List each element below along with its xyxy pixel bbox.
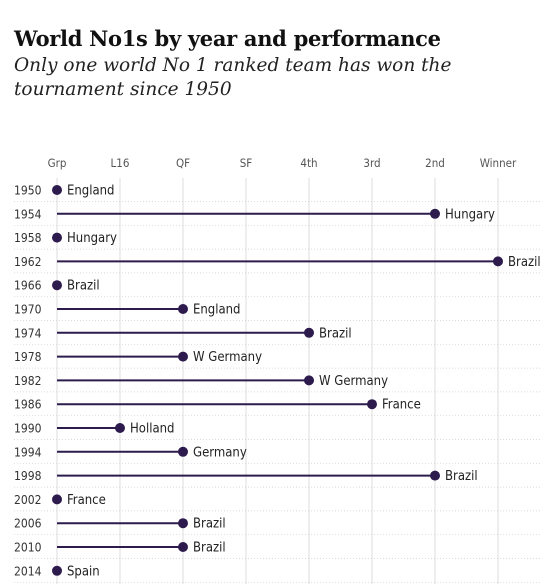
stage-tick-label: 2nd	[425, 156, 445, 170]
year-label: 1950	[14, 184, 42, 198]
lollipop-dot	[430, 208, 440, 219]
team-label: England	[193, 303, 241, 318]
stage-tick-label: Grp	[48, 156, 67, 170]
year-label: 1998	[14, 469, 42, 483]
year-label: 2006	[14, 517, 42, 531]
year-label: 1958	[14, 231, 42, 245]
chart-title: World No1s by year and performance	[14, 26, 441, 51]
stage-tick-label: QF	[176, 156, 190, 170]
team-label: Brazil	[445, 469, 478, 484]
lollipop-dot	[367, 399, 377, 410]
lollipop-dot	[304, 375, 314, 386]
team-label: Brazil	[508, 255, 541, 270]
team-label: Spain	[67, 564, 100, 579]
team-label: Hungary	[445, 207, 495, 222]
team-label: Germany	[193, 445, 247, 460]
stage-tick-label: 3rd	[363, 156, 380, 170]
team-label: Holland	[130, 422, 174, 437]
team-label: England	[67, 184, 115, 199]
lollipop-dot	[52, 494, 62, 505]
team-label: Brazil	[67, 279, 100, 294]
lollipop-dot	[52, 280, 62, 291]
year-label: 2014	[14, 564, 42, 578]
lollipop-dot	[178, 446, 188, 457]
team-label: W Germany	[193, 350, 262, 365]
lollipop-dot	[178, 351, 188, 362]
year-label: 1986	[14, 398, 42, 412]
year-label: 1994	[14, 445, 42, 459]
stage-tick-label: SF	[240, 156, 253, 170]
lollipop-dot	[178, 542, 188, 552]
year-label: 1966	[14, 279, 42, 293]
team-label: Brazil	[193, 517, 226, 532]
lollipop-dot	[178, 518, 188, 529]
year-label: 1974	[14, 326, 42, 340]
lollipop-dot	[52, 565, 62, 576]
team-label: Brazil	[193, 541, 226, 556]
team-label: Brazil	[319, 326, 352, 341]
lollipop-dot	[115, 423, 125, 433]
year-label: 1970	[14, 303, 42, 317]
year-label: 1982	[14, 374, 41, 388]
lollipop-dot	[304, 327, 314, 338]
lollipop-dot	[430, 470, 440, 481]
team-label: France	[382, 398, 421, 413]
chart-subtitle: Only one world No 1 ranked team has won …	[14, 55, 452, 100]
year-label: 2010	[14, 541, 42, 555]
stage-tick-label: Winner	[480, 156, 517, 170]
stage-tick-label: 4th	[300, 156, 317, 170]
team-label: W Germany	[319, 374, 388, 389]
lollipop-dot	[178, 304, 188, 314]
year-label: 1978	[14, 350, 42, 364]
year-label: 1954	[14, 207, 42, 221]
lollipop-dot	[52, 232, 62, 243]
year-label: 1990	[14, 422, 42, 436]
year-label: 2002	[14, 493, 41, 507]
lollipop-dot	[493, 256, 503, 267]
stage-tick-label: L16	[111, 156, 130, 170]
lollipop-dot	[52, 185, 62, 195]
team-label: France	[67, 493, 106, 508]
team-label: Hungary	[67, 231, 117, 246]
year-label: 1962	[14, 255, 41, 269]
